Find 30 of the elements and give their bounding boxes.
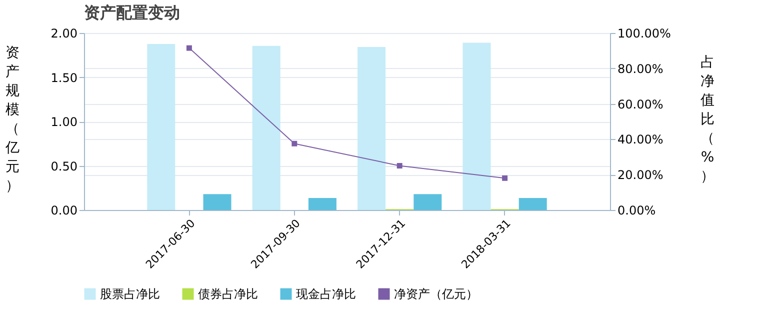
point [396,163,402,168]
y-axis-title: 资产规模（亿元） [4,45,20,194]
y2-tick-label: 80.00% [618,62,664,76]
y2-tick-label: 0.00% [618,204,656,218]
legend-label: 现金占净比 [296,287,356,301]
y2-tick-label: 20.00% [618,168,664,182]
point [502,175,508,181]
bar [203,194,232,210]
bar [308,198,336,210]
legend-label: 债券占净比 [198,287,258,301]
y-tick-label: 2.00 [50,26,78,40]
y2-tick-label: 40.00% [618,132,664,147]
chart-title: 资产配置变动 [84,3,180,22]
y-tick-label: 1.50 [50,70,78,85]
legend-label: 股票占净比 [100,287,160,301]
bar [252,46,280,210]
y2-axis-title: 占净值比（%） [700,54,714,184]
y-tick-label: 0.00 [50,204,78,218]
bar [147,44,176,210]
bar [414,194,442,210]
bar [462,42,491,210]
bar [518,198,547,210]
bar [358,46,386,210]
y-tick-label: 1.00 [50,115,78,129]
y-tick-label: 0.50 [50,159,78,174]
y2-tick-label: 60.00% [618,97,664,112]
legend-label: 净资产（亿元） [394,287,478,301]
y2-tick-label: 100.00% [618,26,671,40]
point [292,140,298,146]
point [186,45,192,51]
